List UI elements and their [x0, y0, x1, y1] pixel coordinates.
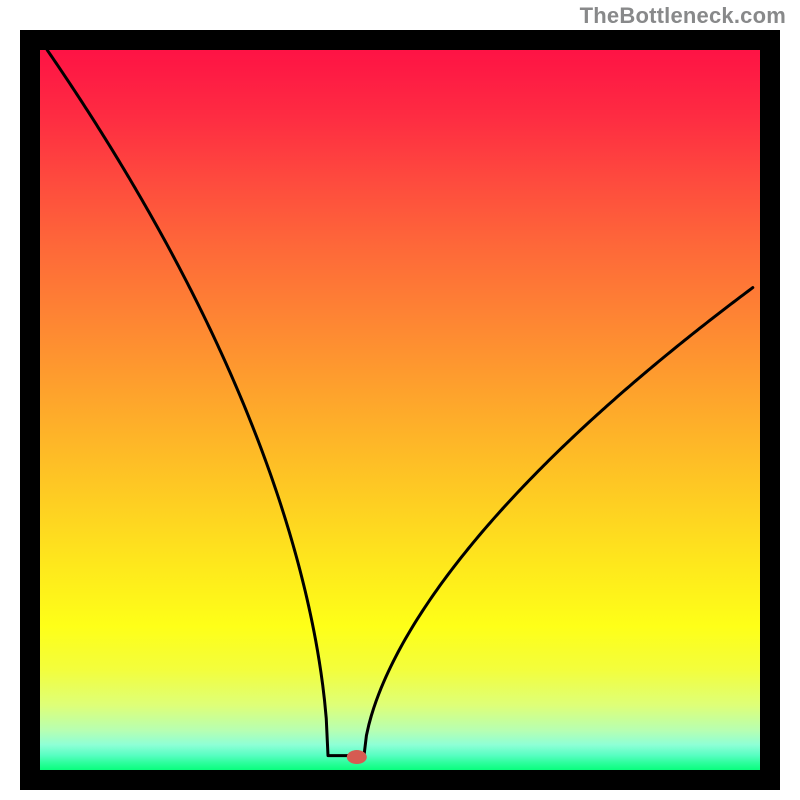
- optimal-marker: [347, 750, 367, 764]
- chart-frame: TheBottleneck.com: [0, 0, 800, 800]
- gradient-background: [40, 50, 760, 770]
- bottleneck-chart: [0, 0, 800, 800]
- watermark-text: TheBottleneck.com: [580, 3, 786, 29]
